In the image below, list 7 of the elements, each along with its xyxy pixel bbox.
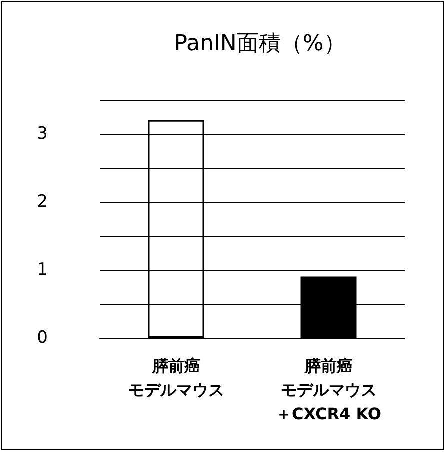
y-tick-label: 2 [37, 192, 48, 212]
y-tick-label: 1 [37, 260, 48, 280]
y-tick-label: 0 [37, 328, 48, 348]
chart-title: PanIN面積（%） [174, 32, 346, 56]
x-tick-label: 膵前癌モデルマウス＋CXCR4 KO [276, 356, 382, 424]
x-tick-label: 膵前癌モデルマウス [128, 356, 224, 400]
y-tick-label: 3 [37, 124, 48, 144]
